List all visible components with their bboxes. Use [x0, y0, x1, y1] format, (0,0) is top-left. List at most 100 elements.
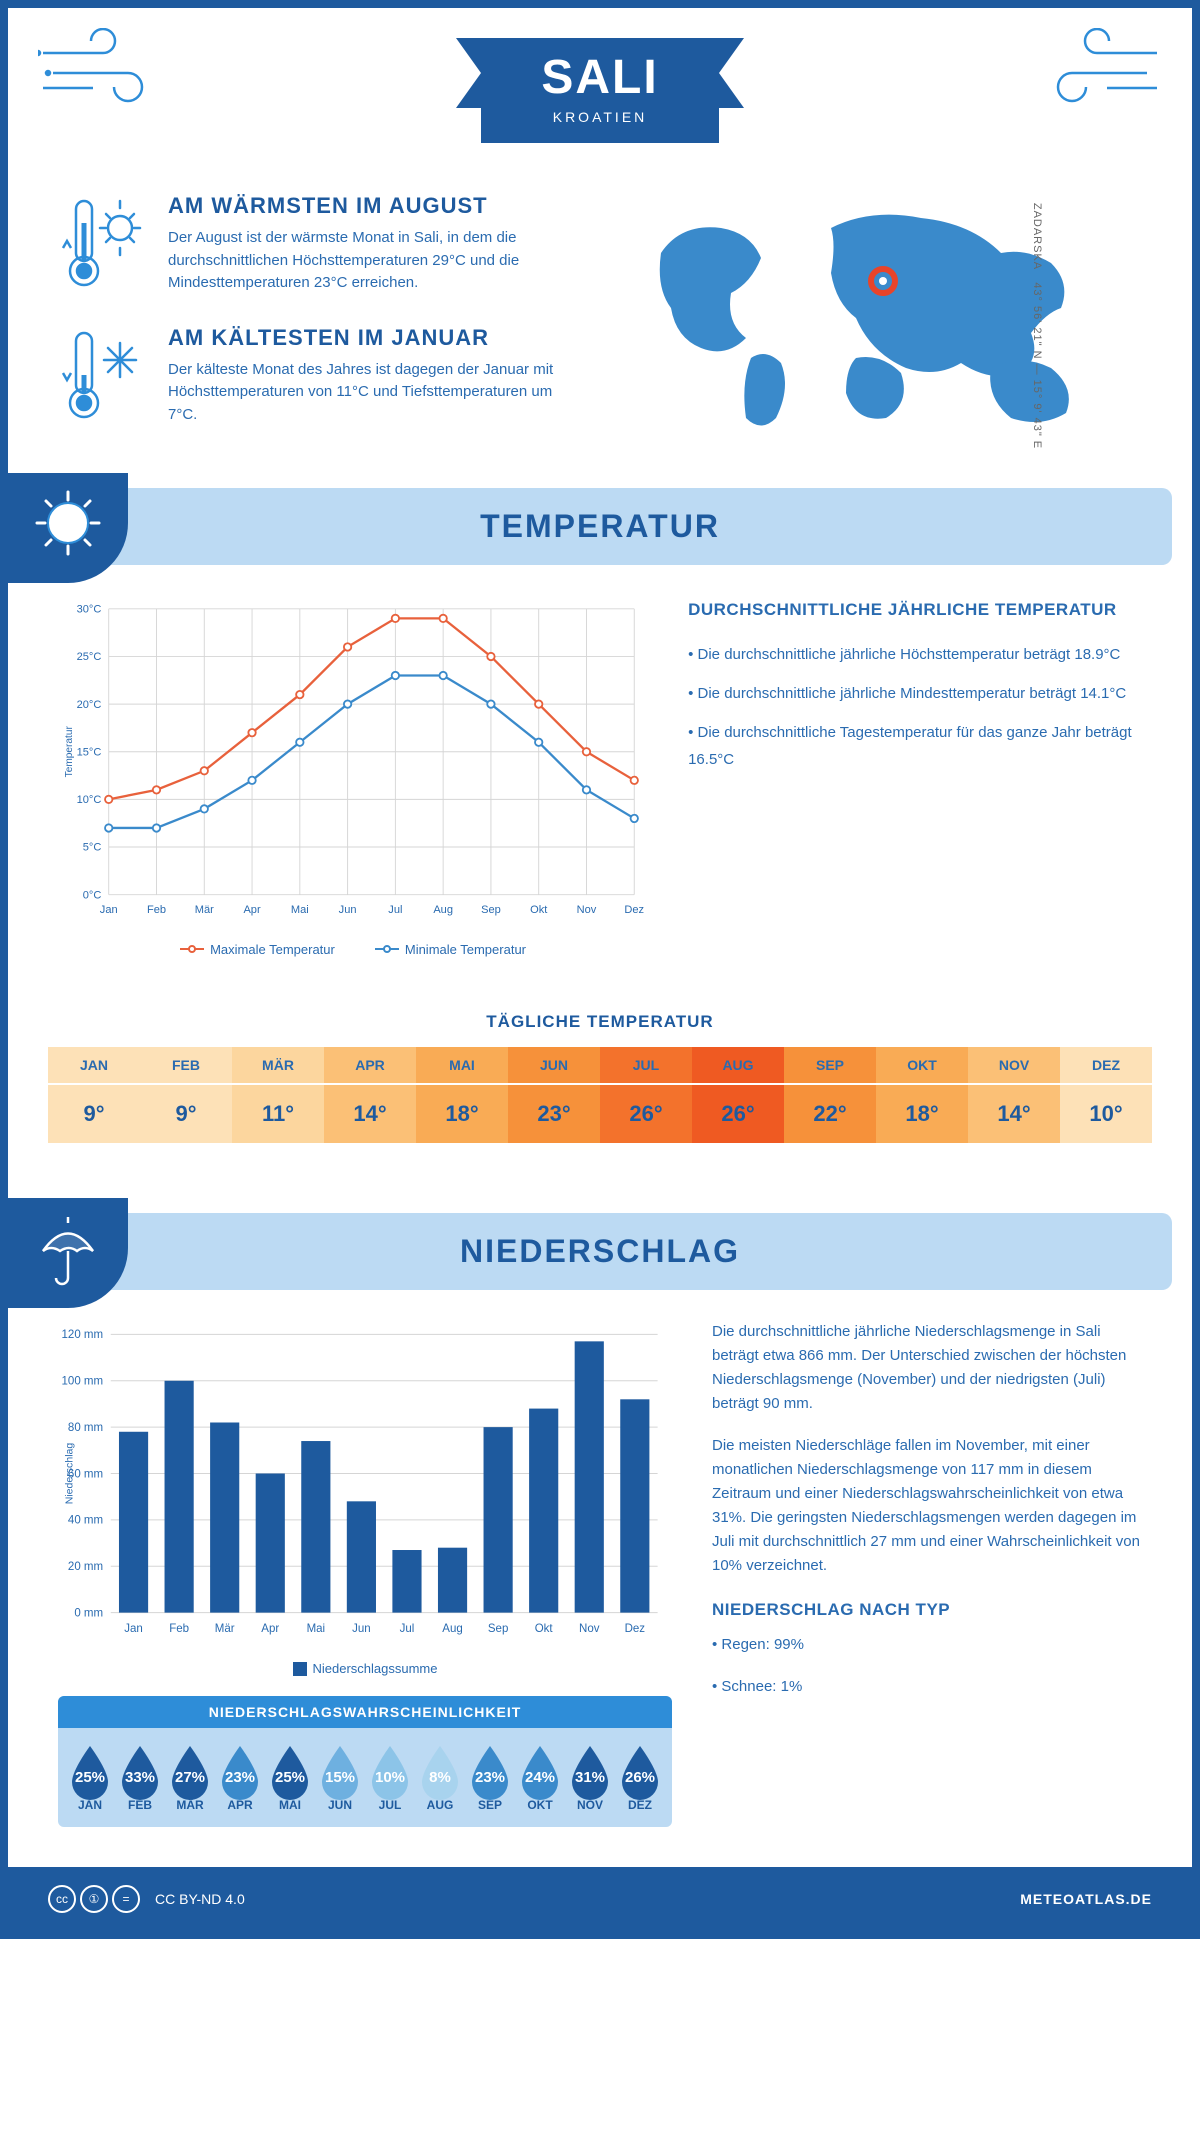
coldest-fact: AM KÄLTESTEN IM JANUAR Der kälteste Mona… — [58, 325, 580, 427]
precip-bar-chart: 0 mm20 mm40 mm60 mm80 mm100 mm120 mmJanF… — [58, 1320, 672, 1646]
svg-text:0 mm: 0 mm — [74, 1607, 103, 1619]
precip-p2: Die meisten Niederschläge fallen im Nove… — [712, 1434, 1142, 1578]
svg-text:Okt: Okt — [535, 1623, 554, 1635]
svg-text:100 mm: 100 mm — [62, 1376, 104, 1388]
precip-rain: • Regen: 99% — [712, 1633, 1142, 1657]
warmest-text: Der August ist der wärmste Monat in Sali… — [168, 227, 580, 295]
svg-text:Jul: Jul — [400, 1623, 415, 1635]
daily-temp-cell: MAI18° — [416, 1047, 508, 1143]
daily-temp-table: JAN9°FEB9°MÄR11°APR14°MAI18°JUN23°JUL26°… — [48, 1047, 1152, 1143]
precip-section-header: NIEDERSCHLAG — [28, 1213, 1172, 1290]
svg-text:20 mm: 20 mm — [68, 1561, 103, 1573]
svg-text:Aug: Aug — [433, 904, 453, 916]
precip-snow: • Schnee: 1% — [712, 1675, 1142, 1699]
cc-icons: cc①= — [48, 1885, 140, 1913]
svg-text:Apr: Apr — [243, 904, 261, 916]
header: SALI KROATIEN — [8, 8, 1192, 183]
title-banner: SALI KROATIEN — [481, 38, 718, 143]
svg-text:Jan: Jan — [124, 1623, 143, 1635]
coordinates: ZADARSKA 43° 56' 21" N — 15° 9' 43" E — [1031, 202, 1043, 448]
precip-chart-legend: Niederschlagssumme — [58, 1661, 672, 1676]
svg-text:10°C: 10°C — [77, 794, 102, 806]
daily-temp-cell: JAN9° — [48, 1047, 140, 1143]
svg-text:Mai: Mai — [291, 904, 309, 916]
precip-heading: NIEDERSCHLAG — [28, 1233, 1172, 1270]
svg-text:Mai: Mai — [307, 1623, 326, 1635]
svg-text:Dez: Dez — [625, 1623, 646, 1635]
city-title: SALI — [541, 50, 658, 105]
svg-text:Sep: Sep — [481, 904, 501, 916]
temp-chart-legend: Maximale Temperatur Minimale Temperatur — [58, 942, 648, 957]
umbrella-icon — [33, 1213, 103, 1293]
svg-text:Nov: Nov — [579, 1623, 600, 1635]
svg-text:30°C: 30°C — [77, 604, 102, 616]
svg-text:Temperatur: Temperatur — [64, 726, 75, 778]
avg-temp-title: DURCHSCHNITTLICHE JÄHRLICHE TEMPERATUR — [688, 595, 1142, 626]
svg-text:Niederschlag: Niederschlag — [63, 1443, 75, 1505]
svg-text:Feb: Feb — [169, 1623, 189, 1635]
svg-text:Aug: Aug — [442, 1623, 462, 1635]
daily-temp-title: TÄGLICHE TEMPERATUR — [8, 1012, 1192, 1032]
daily-temp-cell: APR14° — [324, 1047, 416, 1143]
daily-temp-cell: FEB9° — [140, 1047, 232, 1143]
coldest-text: Der kälteste Monat des Jahres ist dagege… — [168, 359, 580, 427]
precip-prob-drop: 23%APR — [216, 1742, 264, 1812]
daily-temp-cell: JUL26° — [600, 1047, 692, 1143]
daily-temp-cell: AUG26° — [692, 1047, 784, 1143]
avg-temp-b3: • Die durchschnittliche Tagestemperatur … — [688, 719, 1142, 773]
temperature-heading: TEMPERATUR — [28, 508, 1172, 545]
thermometer-cold-icon — [58, 325, 148, 425]
license-text: CC BY-ND 4.0 — [155, 1891, 245, 1907]
sun-icon — [33, 488, 103, 558]
svg-text:Apr: Apr — [261, 1623, 279, 1635]
precip-prob-drop: 25%MAI — [266, 1742, 314, 1812]
daily-temp-cell: OKT18° — [876, 1047, 968, 1143]
svg-text:Mär: Mär — [195, 904, 214, 916]
footer: cc①= CC BY-ND 4.0 METEOATLAS.DE — [8, 1867, 1192, 1931]
svg-text:0°C: 0°C — [83, 889, 102, 901]
intro-section: AM WÄRMSTEN IM AUGUST Der August ist der… — [8, 183, 1192, 488]
precip-prob-drop: 31%NOV — [566, 1742, 614, 1812]
svg-text:Nov: Nov — [577, 904, 597, 916]
daily-temp-cell: JUN23° — [508, 1047, 600, 1143]
precip-probability-box: NIEDERSCHLAGSWAHRSCHEINLICHKEIT 25%JAN33… — [58, 1696, 672, 1827]
svg-text:5°C: 5°C — [83, 842, 102, 854]
svg-text:Jun: Jun — [339, 904, 357, 916]
wind-icon-left — [38, 28, 158, 108]
svg-text:20°C: 20°C — [77, 699, 102, 711]
precip-prob-drop: 10%JUL — [366, 1742, 414, 1812]
country-subtitle: KROATIEN — [541, 109, 658, 125]
svg-text:Mär: Mär — [215, 1623, 235, 1635]
temperature-section-header: TEMPERATUR — [28, 488, 1172, 565]
precip-prob-drop: 23%SEP — [466, 1742, 514, 1812]
coldest-title: AM KÄLTESTEN IM JANUAR — [168, 325, 580, 351]
warmest-fact: AM WÄRMSTEN IM AUGUST Der August ist der… — [58, 193, 580, 295]
precip-prob-drop: 27%MÄR — [166, 1742, 214, 1812]
avg-temp-b2: • Die durchschnittliche jährliche Mindes… — [688, 680, 1142, 707]
svg-text:15°C: 15°C — [77, 746, 102, 758]
svg-text:Jun: Jun — [352, 1623, 371, 1635]
daily-temp-cell: DEZ10° — [1060, 1047, 1152, 1143]
thermometer-hot-icon — [58, 193, 148, 293]
temperature-line-chart: 0°C5°C10°C15°C20°C25°C30°CJanFebMärAprMa… — [58, 595, 648, 927]
svg-text:Dez: Dez — [624, 904, 644, 916]
avg-temp-b1: • Die durchschnittliche jährliche Höchst… — [688, 641, 1142, 668]
daily-temp-cell: NOV14° — [968, 1047, 1060, 1143]
svg-text:Sep: Sep — [488, 1623, 508, 1635]
precip-prob-title: NIEDERSCHLAGSWAHRSCHEINLICHKEIT — [58, 1696, 672, 1728]
precip-p1: Die durchschnittliche jährliche Niedersc… — [712, 1320, 1142, 1416]
precip-prob-drop: 24%OKT — [516, 1742, 564, 1812]
world-map — [620, 193, 1142, 453]
svg-text:Jul: Jul — [388, 904, 402, 916]
precip-prob-drop: 15%JUN — [316, 1742, 364, 1812]
svg-text:120 mm: 120 mm — [62, 1329, 104, 1341]
warmest-title: AM WÄRMSTEN IM AUGUST — [168, 193, 580, 219]
daily-temp-cell: MÄR11° — [232, 1047, 324, 1143]
precip-prob-drop: 26%DEZ — [616, 1742, 664, 1812]
svg-text:40 mm: 40 mm — [68, 1515, 103, 1527]
site-name: METEOATLAS.DE — [1020, 1891, 1152, 1907]
svg-text:Jan: Jan — [100, 904, 118, 916]
svg-text:80 mm: 80 mm — [68, 1422, 103, 1434]
precip-prob-drop: 8%AUG — [416, 1742, 464, 1812]
precip-prob-drop: 25%JAN — [66, 1742, 114, 1812]
